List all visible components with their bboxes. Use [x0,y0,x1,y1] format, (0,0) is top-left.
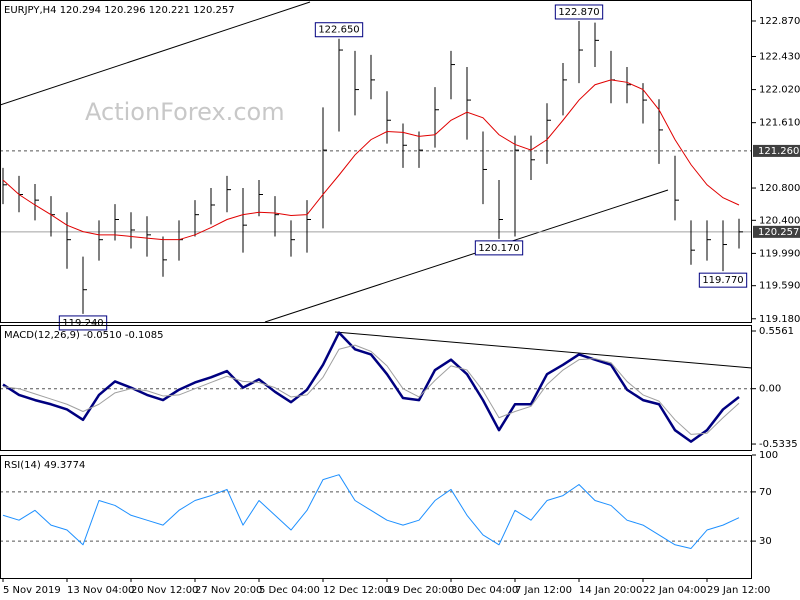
y-tick-label: 120.400 [759,215,800,226]
panel-border [0,325,752,451]
indicator-line [2,474,740,549]
level-label: 121.260 [758,146,799,157]
annotation-label: 122.870 [558,7,599,18]
channel-line [264,189,669,323]
x-tick-label: 5 Dec 04:00 [259,585,320,596]
y-tick-label: 0.00 [759,384,781,395]
annotation-label: 122.650 [318,25,359,36]
x-tick-label: 13 Nov 04:00 [67,585,134,596]
price-label-box [753,225,800,238]
y-tick-label: 120.800 [759,183,800,194]
y-tick-label: 121.610 [759,118,800,129]
y-tick-label: 30 [759,536,772,547]
x-tick-label: 29 Jan 12:00 [707,585,770,596]
y-tick-label: 0.5561 [759,326,794,337]
y-tick-label: 119.590 [759,281,800,292]
y-tick-label: 119.180 [759,314,800,325]
y-tick-label: 100 [759,450,778,461]
panel-border [0,455,752,579]
trend-line [334,331,753,369]
annotation-box [554,4,604,20]
x-tick-label: 22 Jan 04:00 [643,585,706,596]
indicator-line [2,331,740,443]
y-tick-label: -0.5335 [759,439,798,450]
level-label-box [753,144,800,157]
x-tick-label: 20 Nov 12:00 [131,585,198,596]
moving-average [2,79,740,241]
price-label: 120.257 [758,227,799,238]
y-tick-label: 119.990 [759,248,800,259]
x-tick-label: 14 Jan 20:00 [579,585,642,596]
annotation-label: 119.240 [62,318,103,329]
x-tick-label: 19 Dec 20:00 [387,585,454,596]
panel-title: MACD(12,26,9) -0.0510 -0.1085 [4,330,164,341]
y-tick-label: 70 [759,487,772,498]
annotation-box [314,22,364,38]
panel-title: RSI(14) 49.3774 [4,460,85,471]
y-tick-label: 122.870 [759,16,800,27]
channel-line [0,1,311,106]
x-tick-label: 30 Dec 04:00 [451,585,518,596]
indicator-line [2,344,740,435]
annotation-box [698,272,748,288]
x-tick-label: 7 Jan 12:00 [515,585,572,596]
y-tick-label: 122.020 [759,85,800,96]
panel-title: EURJPY,H4 120.294 120.296 120.221 120.25… [4,5,235,16]
panel-border [0,0,752,323]
y-tick-label: 122.430 [759,51,800,62]
annotation-label: 120.170 [478,243,519,254]
x-tick-label: 27 Nov 20:00 [195,585,262,596]
annotation-label: 119.770 [702,275,743,286]
x-tick-label: 5 Nov 2019 [3,585,61,596]
x-tick-label: 12 Dec 12:00 [323,585,390,596]
watermark: ActionForex.com [85,98,285,126]
annotation-box [474,240,524,256]
